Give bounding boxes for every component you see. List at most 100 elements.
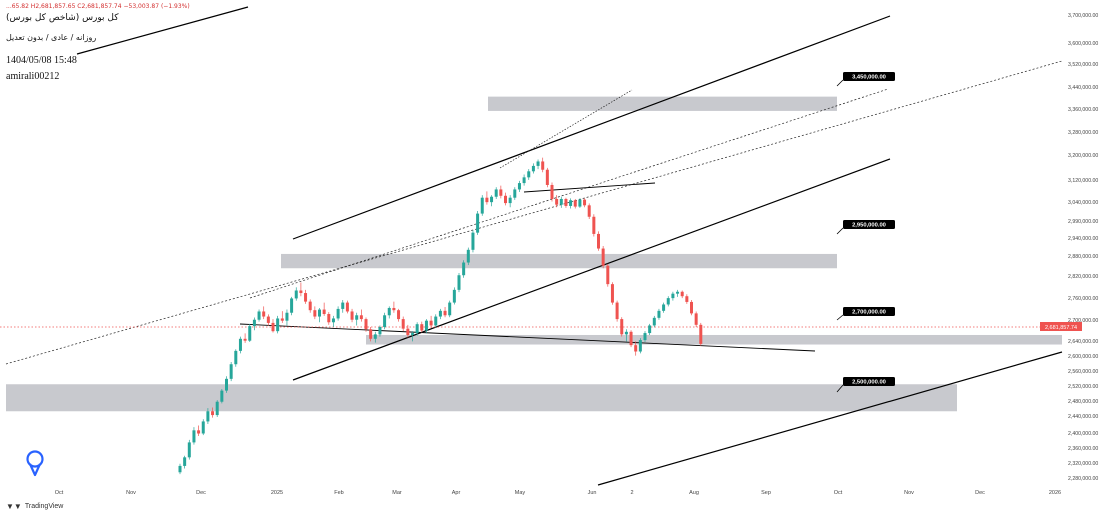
candle-body: [304, 293, 308, 302]
candle-body: [624, 331, 628, 335]
candle-body: [294, 290, 298, 299]
candle-body: [634, 345, 638, 352]
candle-body: [197, 430, 201, 434]
price-tick-label: 2,480,000.00: [1068, 399, 1098, 405]
candle-body: [429, 320, 433, 326]
candle-body: [545, 169, 549, 185]
dotted-long-trend: [5, 60, 1063, 365]
candle-body: [438, 310, 442, 317]
candle-body: [183, 457, 187, 466]
time-axis[interactable]: Oct Nov Dec 2025 Feb Mar Apr May Jun 2 Aug Sep Oct No…: [55, 490, 1061, 496]
location-pin-icon[interactable]: [21, 448, 49, 478]
candle-body: [690, 301, 693, 314]
candle-body: [420, 324, 424, 331]
candle-body: [601, 248, 605, 266]
time-tick-label: Oct: [834, 490, 843, 496]
time-tick-label: Mar: [392, 490, 402, 496]
price-tick-label: 3,360,000.00: [1068, 107, 1098, 113]
zone-label-box: [843, 377, 895, 386]
price-tick-label: 3,600,000.00: [1068, 41, 1098, 47]
candle-body: [271, 322, 275, 332]
candle-body: [569, 200, 573, 206]
zone-label: 3,450,000.00: [852, 75, 886, 81]
long-rising-line: [597, 351, 1063, 486]
candle-body: [606, 265, 610, 285]
candle-body: [350, 311, 354, 320]
candle-body: [397, 310, 401, 320]
trendline-drawings: [0, 6, 1063, 486]
candle-body: [364, 319, 368, 330]
price-tick-label: 2,820,000.00: [1068, 274, 1098, 280]
candle-body: [369, 329, 373, 339]
price-tick-label: 3,120,000.00: [1068, 178, 1098, 184]
candle-body: [392, 307, 396, 311]
candles: [178, 157, 703, 475]
price-tick-label: 3,700,000.00: [1068, 13, 1098, 19]
candle-body: [504, 195, 507, 204]
zone-label-connector: [836, 384, 844, 393]
snapshot-datetime: 1404/05/08 15:48: [6, 55, 77, 66]
time-tick-label: Dec: [975, 490, 985, 496]
price-tick-label: 2,880,000.00: [1068, 254, 1098, 260]
candle-body: [238, 338, 242, 351]
candle-body: [648, 325, 652, 334]
current-price-badge: 2,681,857.74: [1040, 322, 1082, 331]
candle-body: [211, 411, 215, 416]
price-zone: [488, 96, 837, 111]
candle-body: [341, 302, 345, 309]
candle-body: [257, 311, 261, 320]
zone-label-box: [843, 220, 895, 229]
author-name: amirali00212: [6, 71, 60, 82]
candle-body: [424, 320, 428, 331]
candle-body: [383, 315, 387, 328]
candle-body: [490, 196, 494, 203]
candle-body: [448, 302, 452, 316]
candle-body: [699, 324, 703, 344]
time-tick-label: 2026: [1049, 490, 1061, 496]
candle-body: [243, 338, 247, 341]
candle-body: [457, 275, 461, 290]
candle-body: [192, 430, 196, 443]
candle-body: [318, 309, 321, 317]
symbol-title: کل بورس (شاخص کل بورس): [6, 13, 119, 23]
time-tick-label: Oct: [55, 490, 64, 496]
candle-body: [499, 189, 503, 196]
candle-body: [215, 401, 219, 416]
candle-body: [629, 331, 633, 346]
price-tick-label: 2,990,000.00: [1068, 219, 1098, 225]
candle-body: [583, 199, 587, 206]
support-resistance-zones: [6, 96, 1062, 412]
candle-body: [694, 313, 698, 325]
price-tick-label: 3,520,000.00: [1068, 62, 1098, 68]
candle-body: [671, 293, 675, 299]
candle-body: [434, 316, 438, 326]
candle-body: [555, 198, 559, 205]
price-tick-label: 2,400,000.00: [1068, 431, 1098, 437]
candle-body: [225, 378, 228, 391]
top-left-line: [76, 6, 249, 55]
candle-body: [592, 216, 596, 234]
candle-body: [355, 315, 359, 320]
candle-body: [676, 291, 680, 294]
candle-body: [443, 310, 447, 316]
candle-body: [564, 198, 568, 206]
base-trend-line: [239, 323, 816, 352]
zone-label: 2,700,000.00: [852, 310, 886, 316]
chart-settings-subtitle: روزانه / عادی / بدون تعدیل: [6, 33, 97, 42]
candle-body: [685, 296, 689, 302]
candle-body: [680, 291, 684, 297]
candle-body: [322, 309, 326, 315]
time-tick-label: Jun: [588, 490, 597, 496]
candle-body: [285, 312, 289, 321]
candle-body: [262, 311, 266, 317]
price-axis[interactable]: 3,700,000.00 3,600,000.00 3,520,000.00 3,44…: [1068, 13, 1098, 482]
candle-body: [471, 232, 475, 250]
candle-body: [517, 183, 521, 190]
price-tick-label: 2,700,000.00: [1068, 318, 1098, 324]
candle-body: [201, 421, 205, 434]
time-tick-label: Dec: [196, 490, 206, 496]
candle-body: [276, 318, 280, 332]
channel-upper-line: [292, 15, 891, 240]
candle-body: [527, 171, 531, 178]
